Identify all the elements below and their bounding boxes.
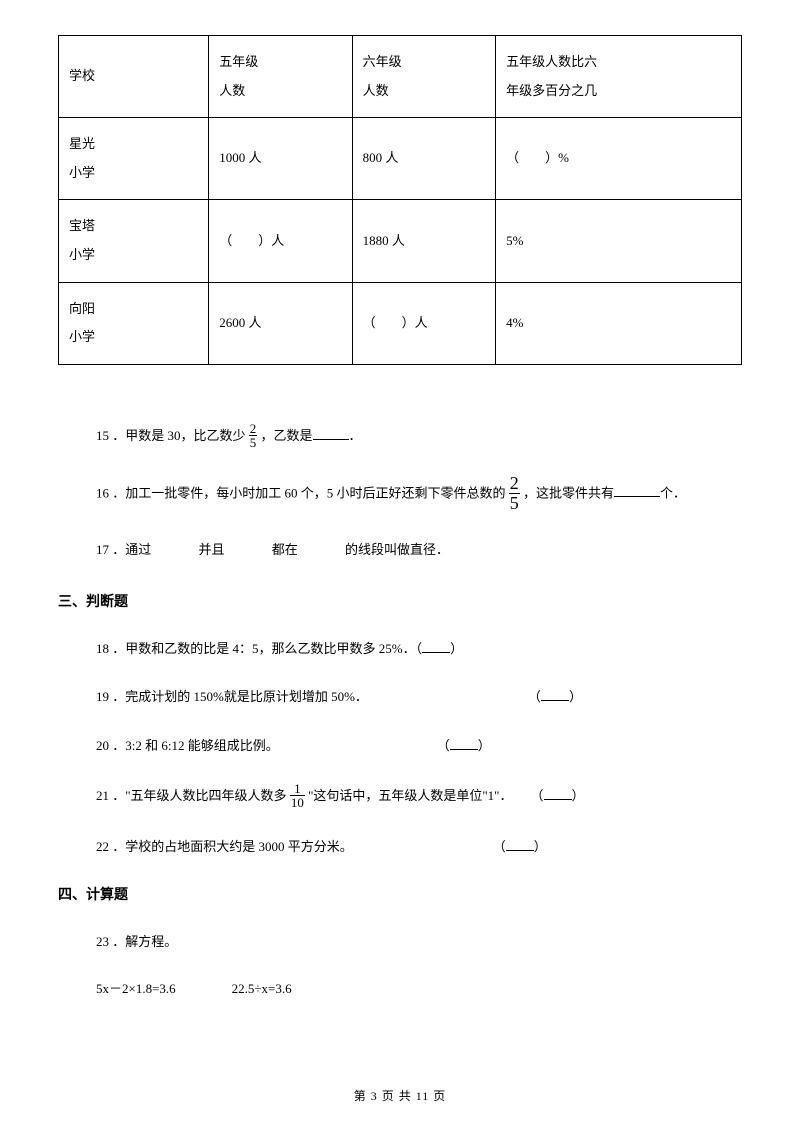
table-row: 宝塔小学 （ ）人 1880 人 5% (59, 200, 742, 282)
paren-close: ） (478, 738, 491, 753)
header-grade6: 六年级人数 (352, 36, 495, 118)
header-percent: 五年级人数比六年级多百分之几 (496, 36, 742, 118)
frac-den: 5 (509, 494, 520, 513)
fraction-2-5: 25 (509, 474, 520, 513)
cell-school: 宝塔小学 (59, 200, 209, 282)
judgment-blank[interactable] (422, 640, 450, 653)
q17-b: 并且 (199, 542, 225, 557)
school-data-table: 学校 五年级人数 六年级人数 五年级人数比六年级多百分之几 星光小学 1000 … (58, 35, 742, 365)
cell-percent: （ ）% (496, 118, 742, 200)
q21-post: "这句话中，五年级人数是单位"1"． (308, 788, 512, 803)
cell-line: 人数 (363, 83, 389, 98)
q19-text: 19 ．完成计划的 150%就是比原计划增加 50%． (96, 689, 368, 704)
q15-pre: 15 ．甲数是 30，比乙数少 (96, 428, 246, 443)
equation-line: 5x－2×1.8=3.6 22.5÷x=3.6 (96, 978, 742, 997)
question-17: 17 ．通过 并且 都在 的线段叫做直径． (96, 538, 742, 563)
cell-school: 星光小学 (59, 118, 209, 200)
question-21: 21 ．"五年级人数比四年级人数多 110 "这句话中，五年级人数是单位"1"．… (96, 783, 742, 811)
paren-close: ） (534, 839, 547, 854)
cell-line: 小学 (69, 247, 95, 262)
q18-tail: ） (450, 641, 463, 656)
section-3-header: 三、判断题 (58, 591, 742, 611)
header-grade5: 五年级人数 (209, 36, 352, 118)
q16-pre: 16 ．加工一批零件，每小时加工 60 个，5 小时后正好还剩下零件总数的 (96, 485, 509, 500)
q15-tail: ． (349, 428, 362, 443)
cell-line: 宝塔 (69, 218, 95, 233)
cell-grade5: 2600 人 (209, 282, 352, 364)
fraction-1-10: 110 (290, 782, 305, 810)
paren-open: （ (437, 738, 450, 753)
q15-post: ，乙数是 (261, 428, 313, 443)
judgment-blank[interactable] (541, 688, 569, 701)
frac-num: 2 (509, 474, 520, 494)
table-row: 向阳小学 2600 人 （ ）人 4% (59, 282, 742, 364)
q18-text: 18 ．甲数和乙数的比是 4：5，那么乙数比甲数多 25%．（ (96, 641, 422, 656)
question-16: 16 ．加工一批零件，每小时加工 60 个，5 小时后正好还剩下零件总数的 25… (96, 475, 742, 514)
judgment-blank[interactable] (506, 838, 534, 851)
paren-open: （ (530, 788, 543, 803)
q17-c: 都在 (272, 542, 298, 557)
judgment-blank[interactable] (544, 787, 572, 800)
paren-open: （ (493, 839, 506, 854)
cell-line: 小学 (69, 165, 95, 180)
cell-line: 五年级 (219, 54, 258, 69)
frac-num: 1 (290, 782, 305, 797)
question-20: 20 ．3:2 和 6:12 能够组成比例。 （ ） (96, 734, 742, 759)
table-header-row: 学校 五年级人数 六年级人数 五年级人数比六年级多百分之几 (59, 36, 742, 118)
fraction-2-5: 25 (249, 422, 258, 450)
cell-grade6: （ ）人 (352, 282, 495, 364)
q16-post: ，这批零件共有 (523, 485, 614, 500)
q21-pre: 21 ．"五年级人数比四年级人数多 (96, 788, 287, 803)
cell-grade5: （ ）人 (209, 200, 352, 282)
question-18: 18 ．甲数和乙数的比是 4：5，那么乙数比甲数多 25%．（ ） (96, 637, 742, 662)
fill-blank[interactable] (614, 484, 660, 497)
cell-line: 星光 (69, 136, 95, 151)
q17-d: 的线段叫做直径． (345, 542, 449, 557)
cell-line: 人数 (219, 83, 245, 98)
cell-line: 向阳 (69, 301, 95, 316)
cell-percent: 4% (496, 282, 742, 364)
frac-num: 2 (249, 422, 258, 437)
question-22: 22 ．学校的占地面积大约是 3000 平方分米。 （ ） (96, 835, 742, 860)
q22-text: 22 ．学校的占地面积大约是 3000 平方分米。 (96, 839, 353, 854)
page-footer: 第 3 页 共 11 页 (0, 1087, 800, 1104)
cell-line: 五年级人数比六 (506, 54, 597, 69)
cell-text: 学校 (69, 68, 95, 83)
header-school: 学校 (59, 36, 209, 118)
cell-line: 六年级 (363, 54, 402, 69)
cell-percent: 5% (496, 200, 742, 282)
question-19: 19 ．完成计划的 150%就是比原计划增加 50%． （ ） (96, 685, 742, 710)
cell-grade6: 800 人 (352, 118, 495, 200)
cell-grade6: 1880 人 (352, 200, 495, 282)
question-23: 23 ．解方程。 (96, 930, 742, 955)
q17-a: 17 ．通过 (96, 542, 151, 557)
paren-close: ） (569, 689, 582, 704)
paren-open: （ (528, 689, 541, 704)
frac-den: 10 (290, 796, 305, 810)
question-15: 15 ．甲数是 30，比乙数少 25 ，乙数是 ． (96, 423, 742, 451)
q16-tail: 个． (660, 485, 686, 500)
section-4-header: 四、计算题 (58, 884, 742, 904)
equation-b: 22.5÷x=3.6 (232, 981, 292, 996)
cell-grade5: 1000 人 (209, 118, 352, 200)
frac-den: 5 (249, 436, 258, 450)
table-row: 星光小学 1000 人 800 人 （ ）% (59, 118, 742, 200)
equation-a: 5x－2×1.8=3.6 (96, 981, 176, 996)
fill-blank[interactable] (313, 427, 349, 440)
judgment-blank[interactable] (450, 737, 478, 750)
paren-close: ） (572, 788, 585, 803)
cell-line: 小学 (69, 329, 95, 344)
q20-text: 20 ．3:2 和 6:12 能够组成比例。 (96, 738, 279, 753)
cell-line: 年级多百分之几 (506, 83, 597, 98)
cell-school: 向阳小学 (59, 282, 209, 364)
